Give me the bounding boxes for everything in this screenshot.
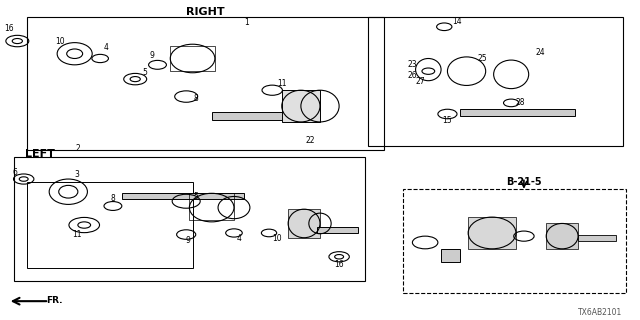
Text: 9: 9 <box>186 236 191 245</box>
Text: 11: 11 <box>277 79 287 88</box>
Text: 9: 9 <box>150 51 155 60</box>
Text: 23: 23 <box>408 60 417 69</box>
Text: FR.: FR. <box>46 296 63 305</box>
Text: 25: 25 <box>477 54 487 63</box>
Text: 5: 5 <box>193 192 198 201</box>
Text: 24: 24 <box>535 48 545 57</box>
Text: 11: 11 <box>72 230 81 239</box>
Text: B-21-5: B-21-5 <box>506 177 541 187</box>
Text: 28: 28 <box>516 99 525 108</box>
Bar <box>212 112 314 120</box>
Text: 10: 10 <box>55 36 65 45</box>
Bar <box>546 223 578 249</box>
Text: 26: 26 <box>408 71 417 80</box>
Text: 1: 1 <box>244 18 249 27</box>
Text: LEFT: LEFT <box>25 149 54 159</box>
Text: 14: 14 <box>452 17 462 26</box>
Text: 10: 10 <box>272 234 282 243</box>
Text: 15: 15 <box>443 116 452 125</box>
Text: 22: 22 <box>306 136 315 146</box>
Text: RIGHT: RIGHT <box>186 7 225 18</box>
Bar <box>460 108 575 116</box>
Bar <box>282 90 320 122</box>
Text: 16: 16 <box>334 260 344 269</box>
Text: 27: 27 <box>416 77 426 86</box>
Bar <box>189 193 234 220</box>
Text: 8: 8 <box>111 194 115 203</box>
Text: 4: 4 <box>104 43 109 52</box>
Text: 5: 5 <box>142 68 147 77</box>
Bar <box>468 217 516 249</box>
Bar <box>122 193 244 199</box>
Text: 6: 6 <box>13 168 18 177</box>
Bar <box>317 227 358 233</box>
Bar <box>170 46 215 71</box>
Bar <box>288 209 320 238</box>
Text: 2: 2 <box>76 144 80 153</box>
Bar <box>441 249 460 261</box>
Text: 8: 8 <box>193 94 198 103</box>
Bar <box>578 235 616 241</box>
Text: 4: 4 <box>237 234 241 243</box>
Text: 3: 3 <box>74 170 79 179</box>
Text: TX6AB2101: TX6AB2101 <box>579 308 623 317</box>
Text: 16: 16 <box>4 24 14 33</box>
